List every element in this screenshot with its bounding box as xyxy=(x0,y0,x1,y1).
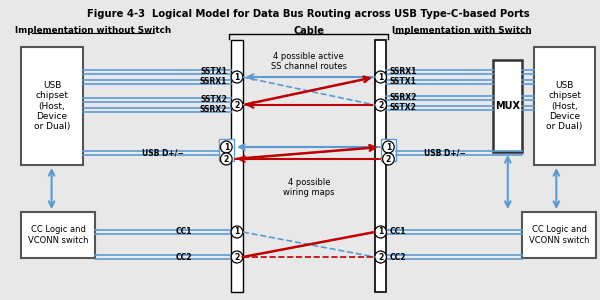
Text: USB
chipset
(Host,
Device
or Dual): USB chipset (Host, Device or Dual) xyxy=(547,81,583,131)
Bar xyxy=(218,139,234,161)
Text: 2: 2 xyxy=(378,253,383,262)
Text: SSRX2: SSRX2 xyxy=(389,94,417,103)
Circle shape xyxy=(375,71,386,83)
Text: 2: 2 xyxy=(235,253,239,262)
Text: CC1: CC1 xyxy=(176,227,193,236)
Text: CC2: CC2 xyxy=(176,253,193,262)
Circle shape xyxy=(220,153,232,165)
Text: Implementation without Switch: Implementation without Switch xyxy=(15,26,172,35)
Bar xyxy=(22,212,95,258)
Circle shape xyxy=(231,226,243,238)
Text: SSTX1: SSTX1 xyxy=(200,68,227,76)
Bar xyxy=(523,212,596,258)
Text: SSRX1: SSRX1 xyxy=(200,77,227,86)
Text: 2: 2 xyxy=(235,100,239,109)
Text: Cable: Cable xyxy=(293,26,325,36)
Circle shape xyxy=(383,153,394,165)
Text: 1: 1 xyxy=(386,142,391,152)
Text: 1: 1 xyxy=(378,227,383,236)
Text: SSTX2: SSTX2 xyxy=(389,103,416,112)
Bar xyxy=(231,40,243,292)
Text: SSTX2: SSTX2 xyxy=(200,95,227,104)
Text: 4 possible
wiring maps: 4 possible wiring maps xyxy=(283,178,335,197)
Circle shape xyxy=(375,251,386,263)
Text: USB
chipset
(Host,
Device
or Dual): USB chipset (Host, Device or Dual) xyxy=(34,81,70,131)
Text: 2: 2 xyxy=(378,100,383,109)
Text: 1: 1 xyxy=(378,73,383,82)
Circle shape xyxy=(231,99,243,111)
Text: SSTX1: SSTX1 xyxy=(389,77,416,86)
Text: 2: 2 xyxy=(386,154,391,164)
Text: CC Logic and
VCONN switch: CC Logic and VCONN switch xyxy=(529,225,589,245)
Circle shape xyxy=(231,251,243,263)
Text: 4 possible active
SS channel routes: 4 possible active SS channel routes xyxy=(271,52,347,71)
Text: CC2: CC2 xyxy=(389,253,406,262)
Text: SSRX1: SSRX1 xyxy=(389,68,417,76)
Bar xyxy=(534,47,595,165)
Text: 1: 1 xyxy=(235,227,239,236)
Text: 2: 2 xyxy=(224,154,229,164)
Circle shape xyxy=(375,99,386,111)
Text: CC1: CC1 xyxy=(389,227,406,236)
Bar xyxy=(22,47,83,165)
Circle shape xyxy=(383,141,394,153)
Bar xyxy=(493,60,523,152)
Text: CC Logic and
VCONN switch: CC Logic and VCONN switch xyxy=(28,225,89,245)
Circle shape xyxy=(231,71,243,83)
Text: SSRX2: SSRX2 xyxy=(200,106,227,115)
Bar xyxy=(375,40,386,292)
Text: 1: 1 xyxy=(224,142,229,152)
Text: Implementation with Switch: Implementation with Switch xyxy=(392,26,532,35)
Circle shape xyxy=(375,226,386,238)
Bar xyxy=(380,139,396,161)
Text: USB D+/−: USB D+/− xyxy=(142,148,184,158)
Text: Figure 4-3  Logical Model for Data Bus Routing across USB Type-C-based Ports: Figure 4-3 Logical Model for Data Bus Ro… xyxy=(88,9,530,19)
Text: USB D+/−: USB D+/− xyxy=(424,148,466,158)
Circle shape xyxy=(220,141,232,153)
Text: 1: 1 xyxy=(235,73,239,82)
Text: MUX: MUX xyxy=(495,101,520,111)
